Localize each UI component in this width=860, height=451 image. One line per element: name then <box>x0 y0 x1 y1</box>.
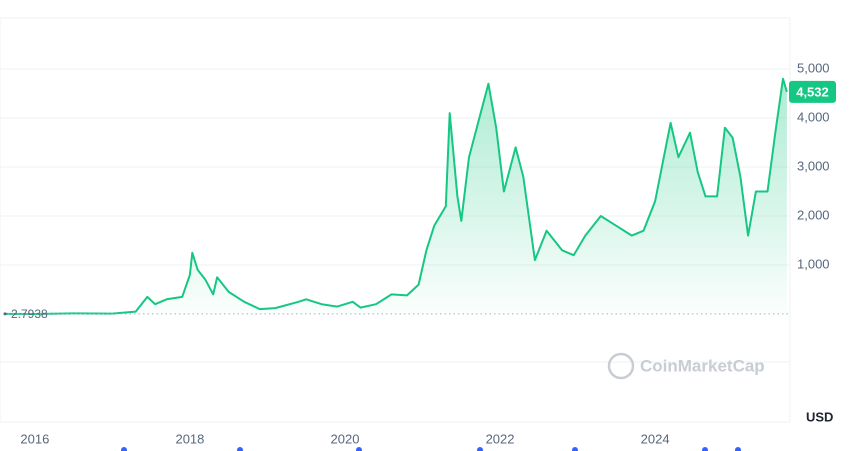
watermark-text: CoinMarketCap <box>640 356 765 375</box>
y-tick-label: 4,000 <box>797 109 830 124</box>
event-dot <box>237 447 243 451</box>
event-dot <box>356 447 362 451</box>
x-tick-label: 2018 <box>175 431 204 446</box>
y-tick-label: 2,000 <box>797 207 830 222</box>
currency-label: USD <box>806 409 833 424</box>
event-dot <box>477 447 483 451</box>
event-dot <box>121 447 127 451</box>
event-dot <box>702 447 708 451</box>
event-dot <box>735 447 741 451</box>
watermark: CoinMarketCap <box>607 352 765 380</box>
plot-frame <box>0 17 791 423</box>
event-dots <box>121 447 741 451</box>
y-tick-label: 1,000 <box>797 256 830 271</box>
current-price-label: 4,532 <box>796 84 829 99</box>
watermark-logo <box>607 352 635 380</box>
x-tick-label: 2022 <box>486 431 515 446</box>
event-dot <box>572 447 578 451</box>
start-price-label: 2.7938 <box>11 307 48 321</box>
x-tick-label: 2020 <box>331 431 360 446</box>
y-tick-label: 3,000 <box>797 158 830 173</box>
current-price-badge <box>789 80 836 103</box>
start-price-dot <box>3 312 7 316</box>
x-tick-label: 2016 <box>20 431 49 446</box>
y-tick-label: 5,000 <box>797 60 830 75</box>
price-line <box>3 77 788 315</box>
area-fill <box>3 78 787 314</box>
x-tick-label: 2024 <box>641 431 670 446</box>
